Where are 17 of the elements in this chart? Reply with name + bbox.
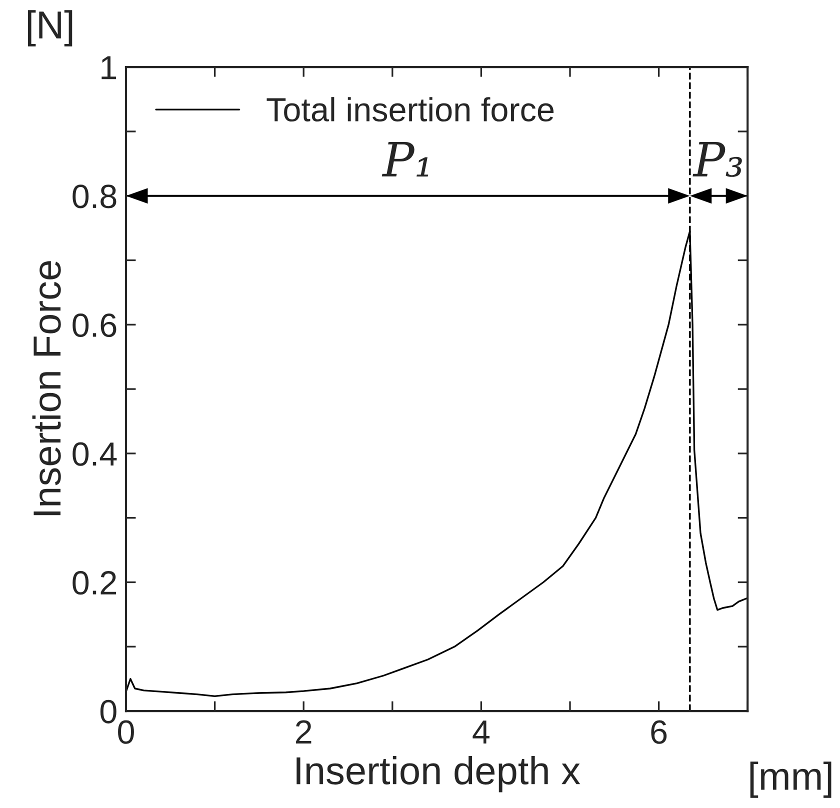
- text: [mm]: [750, 762, 832, 798]
- x-axis-title: Insertion depth x: [296, 756, 580, 792]
- legend-label: Total insertion force: [266, 97, 554, 122]
- y-tick-label: 0.4: [72, 442, 117, 466]
- y-tick-label: 0: [100, 700, 116, 724]
- text: [N]: [28, 10, 72, 46]
- x-tick-label: 6: [651, 720, 667, 744]
- y-tick-label: 1: [102, 56, 116, 80]
- x-tick-label: 0: [118, 720, 134, 744]
- y-axis-title: Insertion Force: [32, 261, 61, 516]
- annotation: P₃: [692, 142, 742, 177]
- annotation: P₁: [382, 142, 428, 177]
- y-tick-label: 0.2: [72, 571, 116, 595]
- y-tick-label: 0.8: [72, 184, 116, 208]
- y-tick-label: 0.6: [72, 313, 116, 338]
- x-tick-label: 4: [472, 720, 490, 744]
- x-tick-label: 2: [296, 720, 312, 744]
